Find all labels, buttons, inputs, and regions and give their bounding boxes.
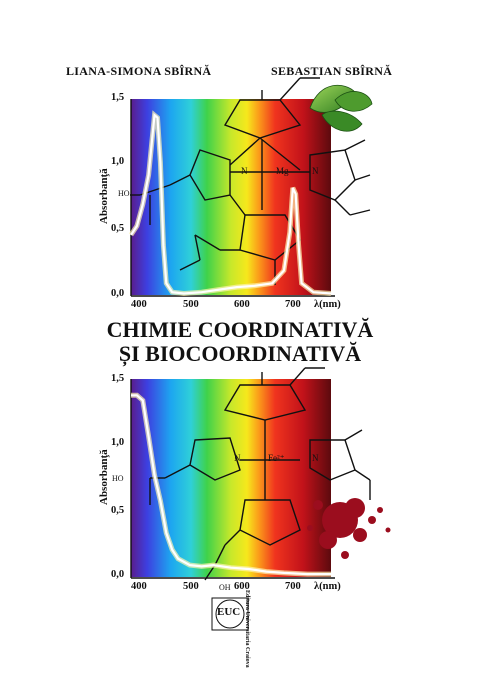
xtick-bottom-2: 600 xyxy=(234,581,250,592)
publisher-logo-letters: EUC xyxy=(217,606,241,618)
n-label-bottom-left: N xyxy=(234,453,241,463)
n-label-bottom-right: N xyxy=(312,453,319,463)
oh-label-bottom: OH xyxy=(219,583,231,592)
ytick-top-0: 1,5 xyxy=(111,92,125,103)
xtick-bottom-1: 500 xyxy=(183,581,199,592)
publisher-logo xyxy=(211,597,249,631)
n-label-top-left: N xyxy=(241,166,248,176)
book-title-line2: ȘI BIOCOORDINATIVĂ xyxy=(118,341,362,366)
leaf-decoration xyxy=(309,84,373,132)
chlorophyll-molecule xyxy=(130,77,371,285)
xtick-top-0: 400 xyxy=(131,299,147,310)
author-2: SEBASTIAN SBÎRNĂ xyxy=(271,64,393,78)
ho-label-bottom: HO xyxy=(112,474,124,483)
ytick-top-2: 0,5 xyxy=(111,223,125,234)
heme-molecule xyxy=(149,367,371,581)
absorbance-curve-1 xyxy=(131,394,331,576)
ho-label-top: HO xyxy=(118,189,130,198)
xtick-top-1: 500 xyxy=(183,299,199,310)
xtick-top-3: 700 xyxy=(285,299,301,310)
ylabel-bottom: Absorbanţă xyxy=(98,449,110,505)
fe-label: Fe²⁺ xyxy=(268,453,285,463)
mg-label: Mg xyxy=(276,166,289,176)
ytick-bottom-3: 0,0 xyxy=(111,569,125,580)
ytick-top-3: 0,0 xyxy=(111,288,125,299)
ylabel-top: Absorbanţă xyxy=(98,168,110,224)
xtick-top-2: 600 xyxy=(234,299,250,310)
ytick-bottom-0: 1,5 xyxy=(111,373,125,384)
author-1: LIANA-SIMONA SBÎRNĂ xyxy=(66,64,212,78)
absorbance-curve-0 xyxy=(130,113,332,295)
book-title-line1: CHIMIE COORDINATIVĂ xyxy=(106,317,374,342)
xtick-bottom-0: 400 xyxy=(131,581,147,592)
ytick-bottom-2: 0,5 xyxy=(111,505,125,516)
ytick-top-1: 1,0 xyxy=(111,156,125,167)
ytick-bottom-1: 1,0 xyxy=(111,437,125,448)
xtick-bottom-3: 700 xyxy=(285,581,301,592)
xlabel-bottom: λ(nm) xyxy=(314,581,341,592)
blood-splatter xyxy=(307,498,391,559)
publisher-name: Editura Universitaria Craiova xyxy=(244,590,250,668)
xlabel-top: λ(nm) xyxy=(314,299,341,310)
n-label-top-right: N xyxy=(312,166,319,176)
